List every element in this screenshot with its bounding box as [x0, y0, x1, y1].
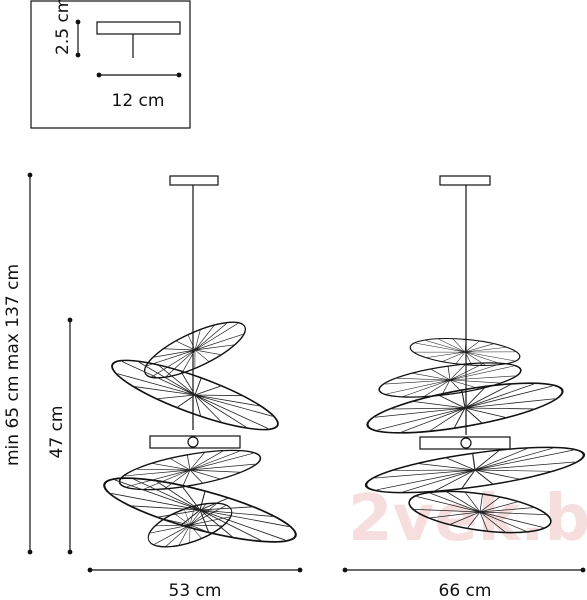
lamp-left [98, 175, 302, 557]
watermark: 2vek.by [348, 482, 587, 556]
width-label: 12 cm [112, 91, 165, 111]
height-label: 2.5 cm [53, 0, 73, 55]
canopy [96, 21, 181, 35]
inset-frame [30, 0, 191, 129]
lamp-right [362, 175, 587, 541]
width-left-label: 53 cm [169, 581, 222, 600]
total-height-label: min 65 cm max 137 cm [3, 264, 23, 466]
width-right-label: 66 cm [439, 581, 492, 600]
body-height-label: 47 cm [47, 406, 67, 459]
